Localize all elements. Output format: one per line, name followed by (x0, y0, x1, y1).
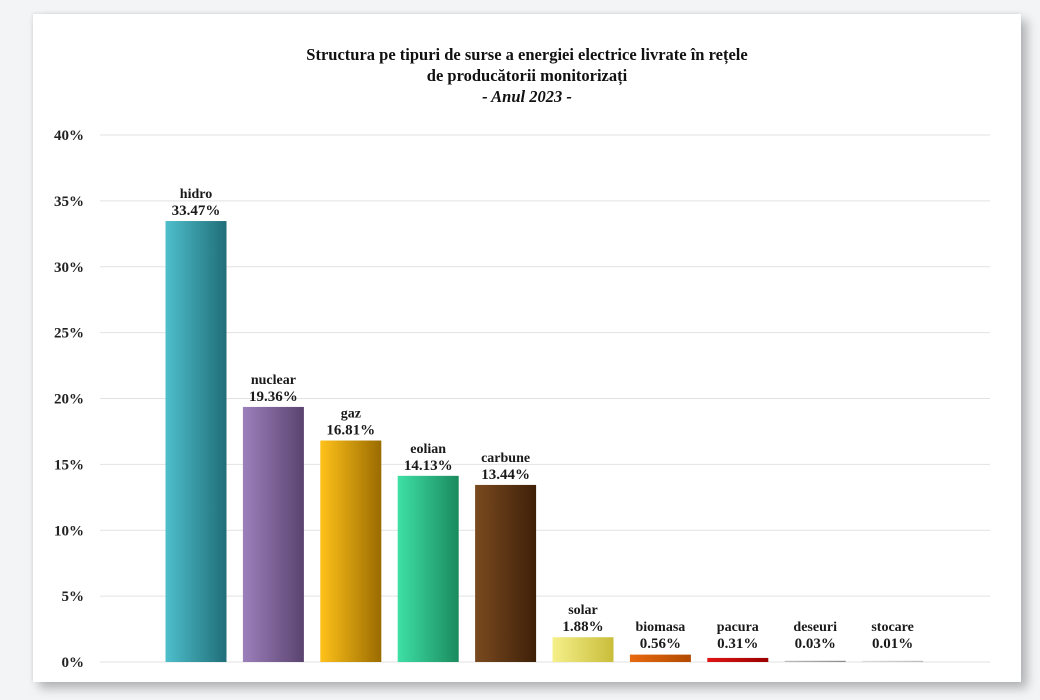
category-label-pacura: pacura (717, 620, 759, 635)
bar-carbune (475, 484, 537, 662)
value-label-stocare: 0.01% (872, 636, 913, 652)
chart-subtitle: - Anul 2023 - (482, 87, 572, 106)
y-tick-label: 0% (62, 655, 85, 671)
y-tick-label: 30% (54, 260, 84, 276)
bar-biomasa (629, 654, 691, 662)
category-label-deseuri: deseuri (793, 620, 837, 635)
y-tick-label: 40% (54, 128, 84, 144)
y-tick-label: 5% (62, 589, 85, 605)
bar-deseuri (784, 660, 846, 662)
bars (165, 221, 924, 662)
bar-nuclear (242, 406, 304, 662)
y-tick-label: 25% (54, 326, 84, 342)
y-tick-label: 35% (54, 194, 84, 210)
y-tick-label: 20% (54, 392, 84, 408)
category-label-hidro: hidro (180, 187, 212, 202)
value-label-solar: 1.88% (562, 619, 603, 635)
category-label-eolian: eolian (410, 442, 446, 457)
category-label-carbune: carbune (481, 451, 530, 466)
bar-hidro (165, 221, 227, 662)
chart-title-line-2: de producătorii monitorizați (426, 66, 628, 85)
bar-pacura (707, 657, 769, 662)
bar-stocare (862, 660, 924, 662)
category-label-stocare: stocare (871, 620, 914, 635)
y-tick-label: 15% (54, 457, 84, 473)
gridlines (100, 134, 990, 663)
value-label-nuclear: 19.36% (249, 389, 298, 405)
y-axis-tick-labels: 0% 5% 10% 15% 20% 25% 30% 35% 40% (54, 128, 84, 671)
value-label-deseuri: 0.03% (795, 636, 836, 652)
bar-gaz (320, 440, 382, 662)
value-label-eolian: 14.13% (404, 458, 453, 474)
value-label-carbune: 13.44% (481, 467, 530, 483)
bar-labels: hidro33.47%nuclear19.36%gaz16.81%eolian1… (172, 187, 914, 652)
value-label-biomasa: 0.56% (640, 636, 681, 652)
bar-solar (552, 637, 614, 662)
category-label-nuclear: nuclear (251, 373, 296, 388)
value-label-pacura: 0.31% (717, 636, 758, 652)
chart-title: Structura pe tipuri de surse a energiei … (33, 44, 1021, 107)
category-label-gaz: gaz (341, 407, 361, 422)
category-label-biomasa: biomasa (636, 620, 686, 635)
y-tick-label: 10% (54, 523, 84, 539)
bar-eolian (397, 475, 459, 662)
value-label-gaz: 16.81% (326, 423, 375, 439)
value-label-hidro: 33.47% (172, 203, 221, 219)
category-label-solar: solar (568, 603, 598, 618)
chart-title-line-1: Structura pe tipuri de surse a energiei … (306, 45, 748, 64)
